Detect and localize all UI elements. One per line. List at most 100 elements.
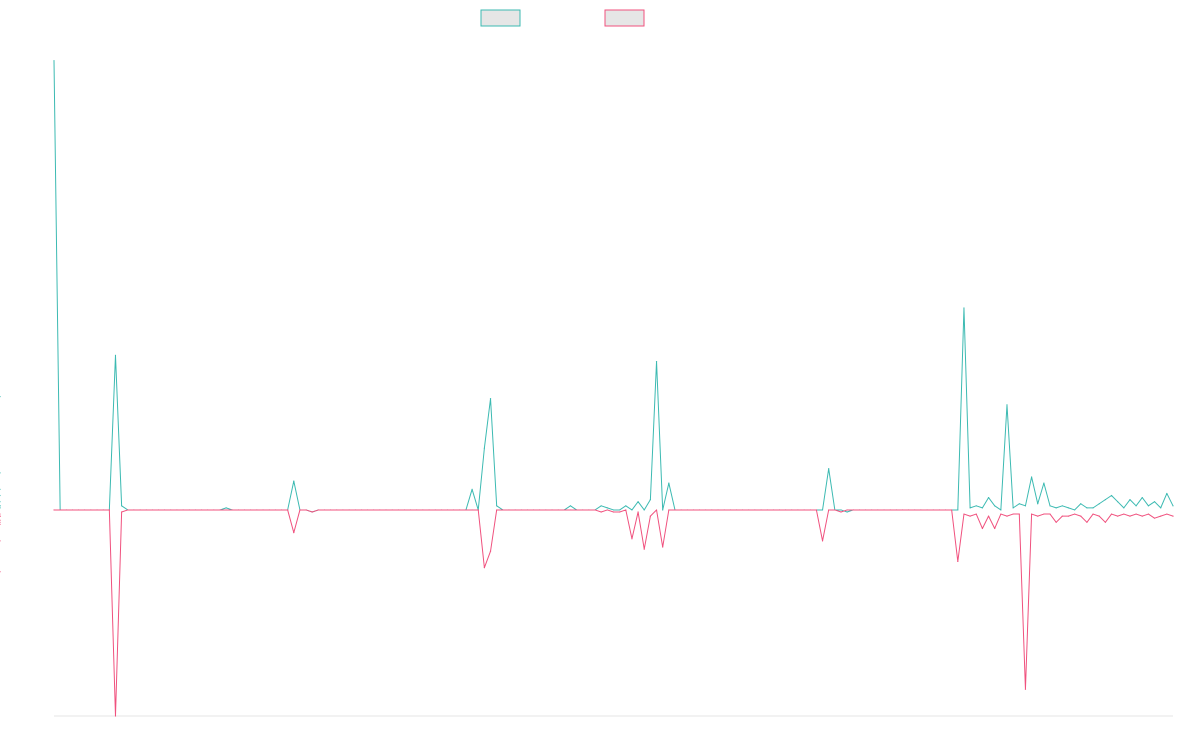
data-point bbox=[551, 509, 553, 511]
data-point bbox=[926, 509, 928, 511]
data-point bbox=[360, 509, 363, 511]
data-point bbox=[987, 515, 990, 517]
data-point bbox=[963, 513, 965, 515]
data-point bbox=[938, 509, 940, 511]
data-point bbox=[207, 509, 209, 511]
data-point bbox=[846, 511, 848, 513]
data-point bbox=[53, 509, 55, 511]
data-point bbox=[1123, 507, 1125, 509]
data-point bbox=[114, 715, 117, 717]
data-point bbox=[508, 509, 510, 511]
data-point bbox=[262, 509, 264, 511]
data-point bbox=[1104, 499, 1106, 501]
data-point bbox=[723, 509, 725, 511]
data-point bbox=[1067, 515, 1070, 517]
plot-area bbox=[0, 60, 1174, 717]
data-point bbox=[1166, 492, 1168, 495]
data-point bbox=[145, 509, 147, 511]
data-point bbox=[643, 548, 645, 550]
data-point bbox=[957, 509, 959, 511]
data-point bbox=[459, 509, 461, 511]
data-point bbox=[889, 509, 891, 511]
data-point bbox=[0, 494, 1, 497]
data-point bbox=[655, 509, 658, 511]
data-point bbox=[1030, 513, 1033, 515]
data-point bbox=[1117, 515, 1119, 517]
data-point bbox=[121, 505, 123, 507]
data-point bbox=[951, 509, 953, 511]
data-point bbox=[287, 509, 289, 511]
data-point bbox=[969, 507, 971, 509]
data-point bbox=[975, 505, 977, 507]
data-point bbox=[1086, 507, 1088, 509]
data-point bbox=[1092, 513, 1094, 515]
data-point bbox=[465, 509, 467, 511]
data-point bbox=[963, 307, 965, 309]
data-point bbox=[594, 509, 596, 511]
data-point bbox=[619, 509, 621, 511]
data-point bbox=[366, 509, 369, 511]
data-point bbox=[348, 509, 350, 511]
data-point bbox=[655, 360, 658, 363]
data-point bbox=[662, 546, 664, 548]
data-point bbox=[821, 540, 824, 542]
data-point bbox=[293, 532, 295, 534]
data-point bbox=[256, 509, 258, 511]
data-point bbox=[1055, 507, 1057, 509]
data-point bbox=[299, 509, 301, 511]
data-point bbox=[1098, 503, 1100, 505]
data-point bbox=[176, 509, 178, 511]
data-point bbox=[1080, 503, 1082, 505]
data-point bbox=[1166, 513, 1168, 515]
data-point bbox=[496, 509, 498, 511]
data-point bbox=[121, 511, 123, 513]
data-point bbox=[385, 509, 387, 511]
data-point bbox=[526, 509, 529, 511]
data-point bbox=[502, 509, 504, 511]
data-point bbox=[1141, 496, 1143, 499]
data-point bbox=[1147, 513, 1150, 515]
data-point bbox=[766, 509, 768, 511]
data-point bbox=[440, 509, 442, 511]
data-point bbox=[0, 571, 1, 573]
data-point bbox=[600, 511, 602, 513]
data-point bbox=[987, 496, 990, 499]
data-point bbox=[1006, 404, 1008, 406]
data-point bbox=[1141, 515, 1143, 517]
data-point bbox=[981, 527, 984, 530]
data-point bbox=[668, 509, 670, 511]
legend-swatch-series-a[interactable] bbox=[480, 9, 521, 27]
data-point bbox=[908, 509, 910, 511]
data-point bbox=[1110, 494, 1113, 497]
data-point bbox=[1000, 509, 1002, 511]
data-point bbox=[1061, 505, 1063, 507]
data-point bbox=[71, 509, 74, 511]
data-point bbox=[735, 509, 738, 511]
legend-swatch-series-b[interactable] bbox=[604, 9, 645, 27]
data-point bbox=[0, 540, 1, 542]
data-point bbox=[852, 509, 854, 511]
data-point bbox=[182, 509, 184, 511]
data-point bbox=[188, 509, 190, 511]
data-point bbox=[1037, 503, 1039, 505]
data-point bbox=[569, 509, 572, 511]
data-point bbox=[698, 509, 701, 511]
data-point bbox=[65, 509, 67, 511]
data-point bbox=[914, 509, 916, 511]
data-point bbox=[828, 468, 830, 470]
data-point bbox=[803, 509, 805, 511]
data-point bbox=[674, 509, 676, 511]
data-point bbox=[686, 509, 688, 511]
series-b bbox=[0, 509, 1174, 717]
data-point bbox=[330, 509, 332, 511]
data-point bbox=[1067, 507, 1070, 509]
data-point bbox=[0, 501, 1, 503]
data-point bbox=[1012, 513, 1014, 515]
series-a bbox=[0, 60, 1174, 513]
data-point bbox=[864, 509, 867, 511]
data-point bbox=[84, 509, 86, 511]
data-point bbox=[1160, 515, 1162, 517]
data-point bbox=[588, 509, 590, 511]
data-point bbox=[323, 509, 326, 511]
data-point bbox=[1129, 515, 1131, 517]
